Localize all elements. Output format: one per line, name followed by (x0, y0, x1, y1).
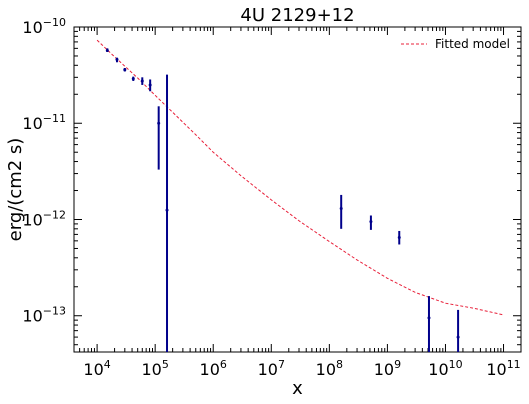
y-tick-label: 10−13 (22, 305, 66, 326)
x-axis-ticks (73, 27, 522, 352)
y-tick-label: 10−12 (22, 208, 66, 229)
y-axis-ticks (74, 26, 521, 346)
data-point (165, 208, 169, 212)
y-axis-title: erg/(cm2 s) (5, 138, 26, 242)
data-point (339, 207, 343, 211)
data-point (369, 220, 373, 224)
series-layer (96, 39, 504, 352)
chart-title: 4U 2129+12 (240, 5, 354, 26)
data-point (157, 121, 161, 125)
data-point (427, 316, 431, 320)
x-tick-label: 108 (316, 358, 343, 379)
x-axis-title: x (292, 378, 303, 399)
x-tick-label: 107 (258, 358, 285, 379)
x-tick-label: 1010 (428, 358, 462, 379)
data-point (131, 77, 135, 81)
x-tick-label: 105 (141, 358, 168, 379)
legend: Fitted model (401, 37, 510, 51)
x-tick-label: 106 (200, 358, 227, 379)
data-point (123, 68, 127, 72)
data-point (148, 83, 152, 87)
data-point (397, 235, 401, 239)
plot-area (73, 26, 522, 353)
x-tick-label: 1011 (486, 358, 520, 379)
legend-label-fitted-model: Fitted model (435, 37, 510, 51)
data-point (115, 57, 119, 61)
data-point (456, 335, 460, 339)
data-point (105, 48, 109, 52)
x-tick-label: 104 (83, 358, 110, 379)
x-tick-label: 109 (374, 358, 401, 379)
y-axis-tick-labels: 10−10 10−11 10−12 10−13 (22, 16, 66, 326)
y-tick-label: 10−11 (22, 112, 66, 133)
y-tick-label: 10−10 (22, 16, 66, 37)
x-axis-tick-labels: 104 105 106 107 108 109 1010 1011 (83, 358, 520, 379)
data-point (140, 79, 144, 83)
